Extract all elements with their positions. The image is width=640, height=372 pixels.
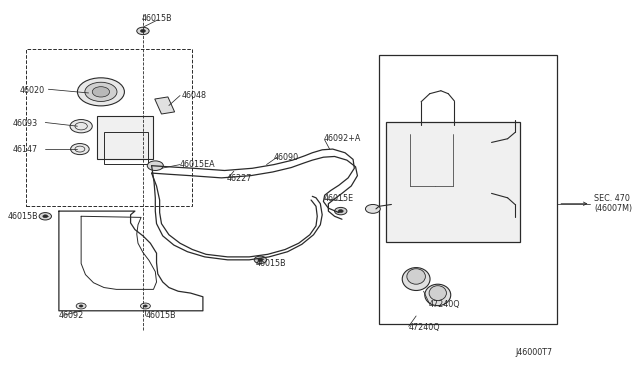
Circle shape [140, 29, 145, 32]
Text: 46015B: 46015B [7, 212, 38, 221]
Text: J46000T7: J46000T7 [515, 349, 552, 357]
Text: 47240Q: 47240Q [429, 300, 460, 310]
Text: 46092: 46092 [59, 311, 84, 320]
Circle shape [147, 161, 163, 170]
Ellipse shape [429, 286, 447, 301]
Text: 46227: 46227 [227, 174, 252, 183]
Bar [26, 49, 193, 206]
Text: 46092+A: 46092+A [323, 134, 361, 143]
Circle shape [254, 256, 267, 263]
Bar [379, 55, 557, 324]
Text: 46090: 46090 [274, 153, 299, 162]
Text: 46015B: 46015B [255, 259, 286, 268]
Circle shape [143, 305, 147, 307]
Bar [155, 97, 175, 114]
Circle shape [70, 119, 92, 133]
Circle shape [39, 212, 51, 220]
Ellipse shape [402, 267, 430, 291]
Circle shape [365, 205, 380, 213]
Text: 46147: 46147 [13, 145, 38, 154]
Text: 46015B: 46015B [145, 311, 176, 320]
Circle shape [335, 208, 347, 215]
Text: 46015EA: 46015EA [180, 160, 216, 169]
Text: 47240Q: 47240Q [409, 323, 440, 331]
Circle shape [79, 305, 83, 307]
Ellipse shape [407, 269, 426, 284]
Text: 46020: 46020 [20, 86, 45, 94]
Circle shape [339, 210, 343, 212]
Circle shape [137, 27, 149, 35]
Circle shape [70, 144, 89, 155]
Circle shape [85, 82, 117, 102]
Ellipse shape [425, 284, 451, 306]
Circle shape [92, 87, 109, 97]
Circle shape [43, 215, 48, 218]
Circle shape [258, 259, 263, 261]
Text: 46048: 46048 [181, 91, 206, 100]
FancyBboxPatch shape [97, 116, 153, 159]
Circle shape [76, 303, 86, 309]
FancyBboxPatch shape [387, 122, 520, 243]
Circle shape [77, 78, 124, 106]
Text: 46015E: 46015E [323, 195, 353, 203]
Circle shape [140, 303, 150, 309]
Text: SEC. 470
(46007M): SEC. 470 (46007M) [594, 194, 632, 214]
Text: 46093: 46093 [13, 119, 38, 128]
Text: 46015B: 46015B [141, 13, 172, 22]
